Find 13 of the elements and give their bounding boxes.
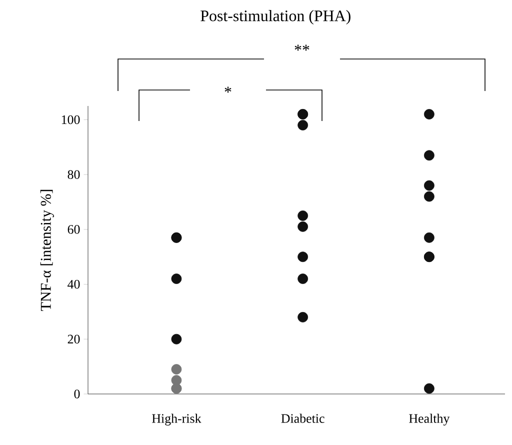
text: ** <box>294 44 310 51</box>
y-axis-title: TNF-α [intensity %] <box>40 190 54 311</box>
x-tick-label: Healthy <box>409 414 450 426</box>
text: * <box>224 86 232 93</box>
y-tick-label: 40 <box>68 280 80 289</box>
y-tick-label: 0 <box>74 390 80 398</box>
y-tick-label: 60 <box>68 225 80 234</box>
y-tick-label: 80 <box>68 170 80 179</box>
x-tick-label: Diabetic <box>281 414 324 423</box>
x-tick-label: High-risk <box>152 414 202 426</box>
y-tick-label: 100 <box>62 115 80 124</box>
y-tick-label: 20 <box>68 334 80 344</box>
chart-title: Post-stimulation (PHA) <box>200 10 350 24</box>
